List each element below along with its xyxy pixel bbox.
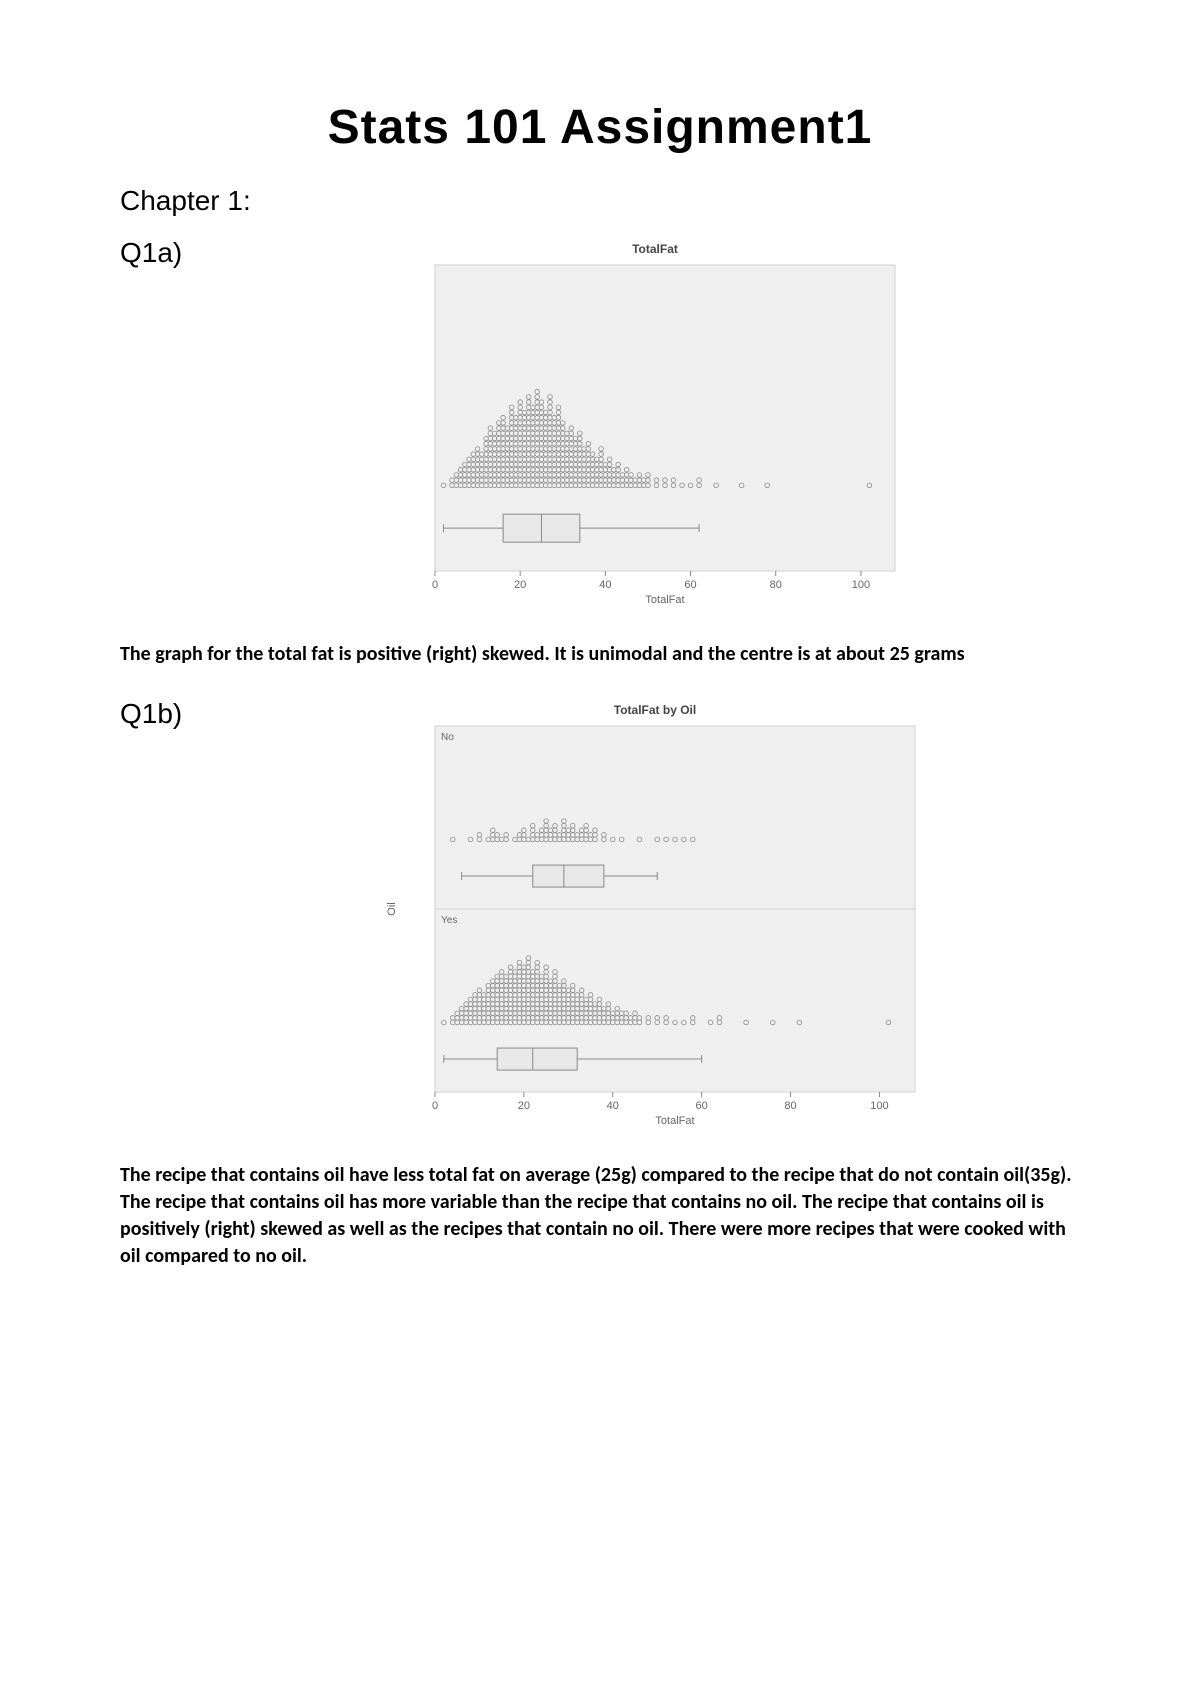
svg-text:TotalFat: TotalFat [645,594,684,606]
q1b-answer: The recipe that contains oil have less t… [120,1162,1080,1270]
svg-text:20: 20 [514,579,526,591]
chapter-heading: Chapter 1: [120,185,1080,217]
q1a-chart: TotalFat 0 20 40 60 80 100 TotalFat [395,237,915,617]
svg-text:Oil: Oil [386,902,398,915]
q1a-answer: The graph for the total fat is positive … [120,641,1080,668]
page-title: Stats 101 Assignment1 [120,100,1080,155]
svg-text:80: 80 [784,1100,796,1112]
svg-text:0: 0 [432,579,438,591]
svg-text:60: 60 [684,579,696,591]
svg-text:20: 20 [518,1100,530,1112]
svg-text:TotalFat: TotalFat [655,1115,694,1127]
svg-text:40: 40 [599,579,611,591]
svg-text:60: 60 [696,1100,708,1112]
svg-text:TotalFat: TotalFat [632,242,678,256]
q1b-chart: TotalFat by Oil Oil No Yes 0 20 40 60 80 100 Total… [375,698,935,1138]
svg-text:80: 80 [770,579,782,591]
svg-text:TotalFat by Oil: TotalFat by Oil [614,703,696,717]
svg-text:40: 40 [607,1100,619,1112]
svg-text:100: 100 [870,1100,888,1112]
svg-text:100: 100 [852,579,870,591]
svg-text:0: 0 [432,1100,438,1112]
svg-text:No: No [441,732,454,743]
svg-text:Yes: Yes [441,915,457,926]
q1a-label: Q1a) [120,237,230,269]
q1b-label: Q1b) [120,698,230,730]
